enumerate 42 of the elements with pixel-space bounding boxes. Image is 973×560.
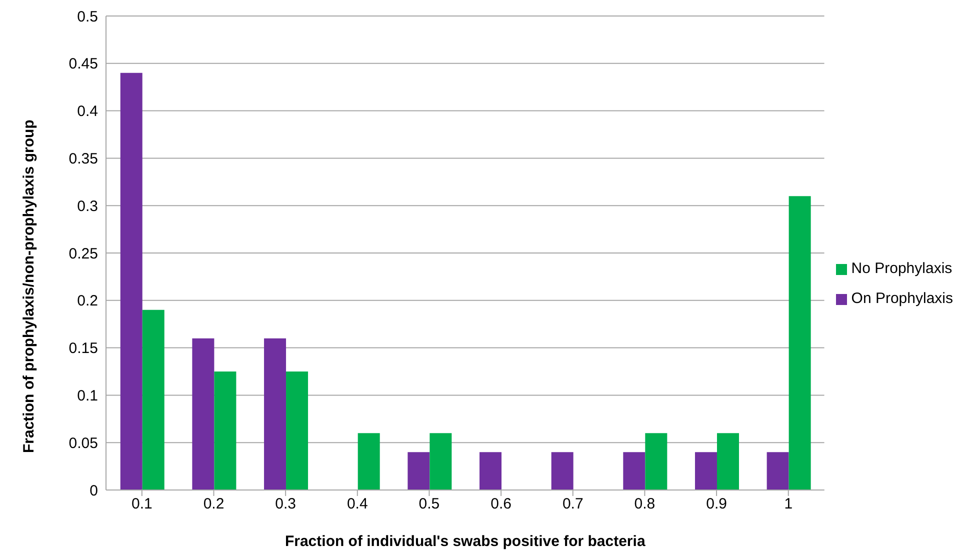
- bar: [192, 338, 214, 490]
- x-tick-label: 0.5: [418, 496, 440, 513]
- legend-label: No Prophylaxis: [851, 260, 952, 277]
- x-axis-title: Fraction of individual's swabs positive for bacteria: [284, 533, 646, 550]
- legend-label: On Prophylaxis: [851, 290, 953, 307]
- bar: [716, 433, 739, 490]
- bar: [430, 433, 452, 490]
- bar: [214, 372, 236, 490]
- bar: [142, 310, 164, 490]
- x-tick-label: 0.4: [346, 496, 368, 513]
- x-tick-label: 0.9: [706, 496, 727, 513]
- y-tick-label: 0.45: [68, 56, 98, 73]
- bar: [788, 196, 811, 490]
- x-tick-label: 0.7: [562, 496, 584, 513]
- bar: [358, 433, 380, 490]
- bar: [645, 433, 668, 490]
- bar: [408, 452, 430, 490]
- y-axis-title: Fraction of prophylaxis/non-prophylaxis group: [20, 120, 38, 453]
- bar: [623, 452, 646, 490]
- y-tick-label: 0.2: [77, 292, 98, 310]
- x-tick-label: 0.6: [490, 496, 512, 513]
- bar: [766, 452, 789, 490]
- x-tick-label: 1: [784, 496, 793, 513]
- bar: [286, 372, 308, 490]
- y-tick-label: 0.15: [68, 340, 98, 358]
- x-tick-label: 0.3: [275, 496, 296, 513]
- bar: [264, 338, 286, 490]
- x-tick-label: 0.2: [203, 496, 224, 513]
- bar: [120, 72, 142, 490]
- bar: [480, 452, 502, 490]
- x-tick-label: 0.8: [634, 496, 656, 513]
- y-tick-label: 0.3: [77, 198, 98, 215]
- y-tick-label: 0.35: [68, 150, 98, 168]
- bar: [551, 452, 574, 490]
- y-tick-label: 0.4: [77, 103, 98, 120]
- y-tick-label: 0.5: [77, 8, 98, 26]
- x-tick-label: 0.1: [131, 496, 152, 513]
- y-tick-label: 0.05: [68, 434, 98, 452]
- y-tick-label: 0: [90, 482, 98, 500]
- bar: [694, 452, 717, 490]
- y-tick-label: 0.25: [68, 245, 98, 262]
- y-tick-label: 0.1: [77, 388, 98, 405]
